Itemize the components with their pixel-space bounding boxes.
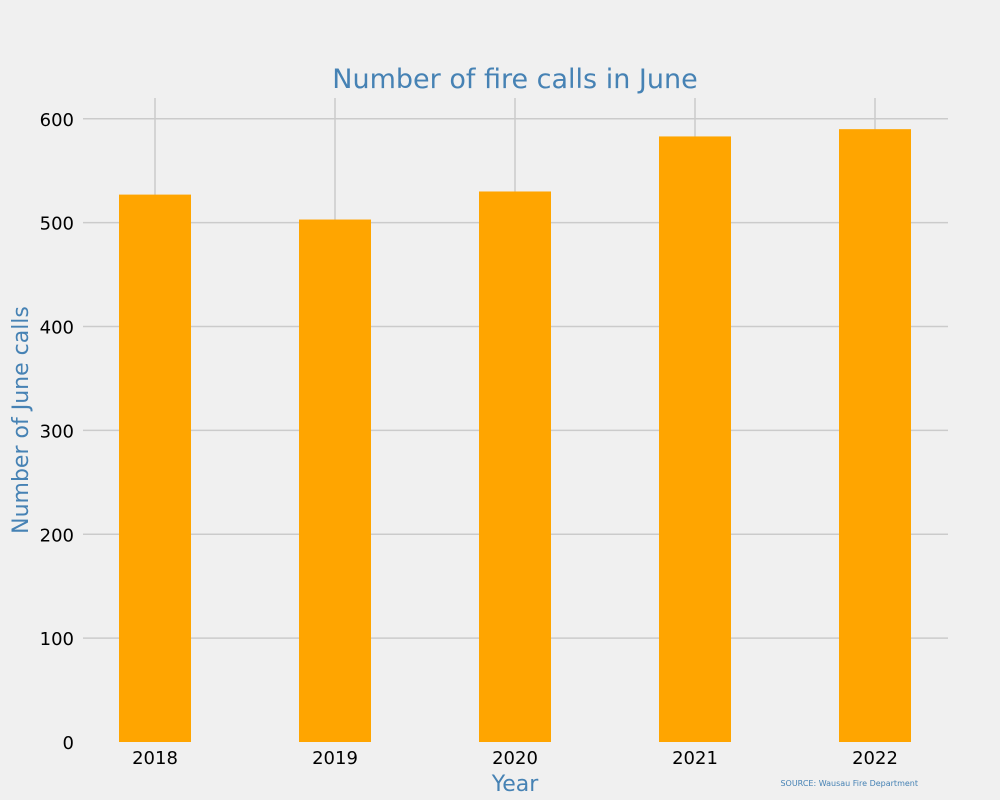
bar-2022 [839,129,911,743]
bar-2020 [479,191,551,742]
bar-2019 [299,219,371,742]
y-tick-label: 400 [40,318,74,339]
chart-title: Number of fire calls in June [332,64,697,95]
x-tick-label: 2020 [492,748,538,769]
x-tick-label: 2019 [312,748,358,769]
y-tick-label: 500 [40,214,74,235]
y-tick-labels: 0 100 200 300 400 500 600 [40,110,74,754]
y-tick-label: 0 [63,733,74,754]
x-axis-label: Year [491,772,540,797]
source-note: SOURCE: Wausau Fire Department [780,779,918,788]
bar-2018 [119,194,191,743]
x-tick-labels: 2018 2019 2020 2021 2022 [132,748,898,769]
y-axis-label: Number of June calls [9,306,34,534]
x-tick-label: 2018 [132,748,178,769]
y-tick-label: 200 [40,525,74,546]
x-tick-label: 2022 [852,748,898,769]
bars [119,129,911,743]
bar-2021 [659,136,731,742]
y-tick-label: 600 [40,110,74,131]
y-tick-label: 300 [40,421,74,442]
y-tick-label: 100 [40,629,74,650]
x-tick-label: 2021 [672,748,718,769]
